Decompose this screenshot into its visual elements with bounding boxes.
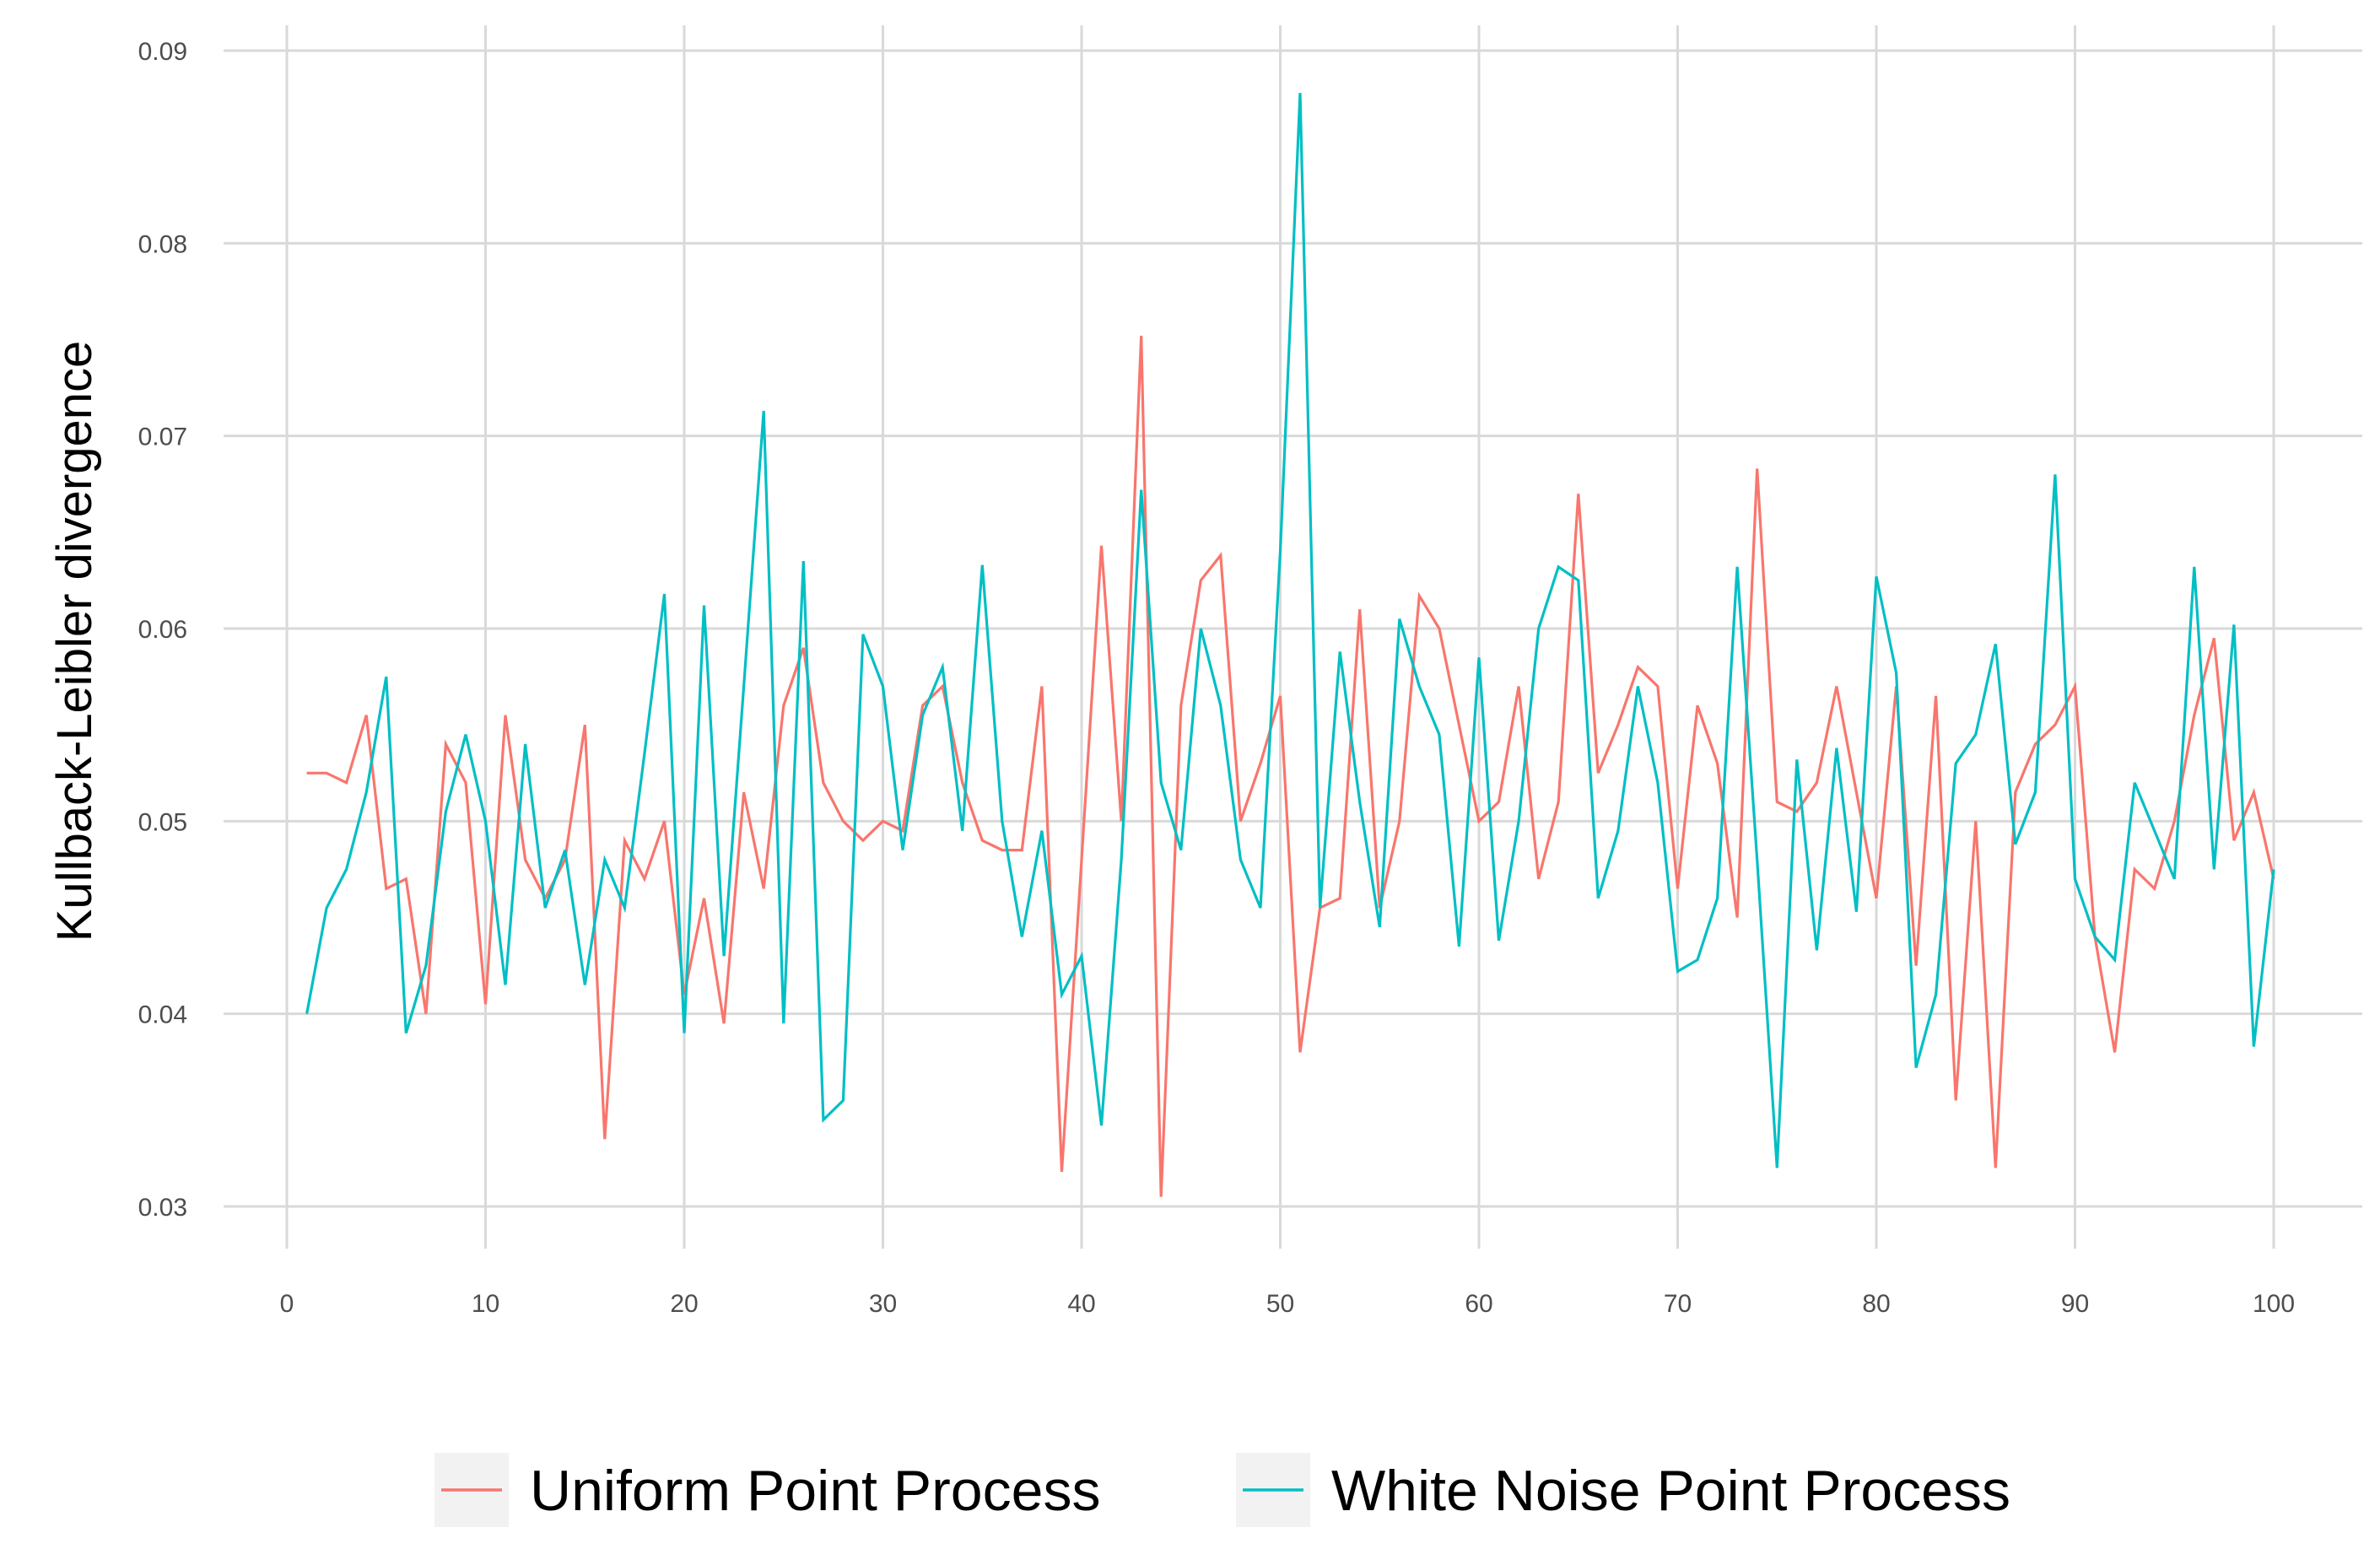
y-axis-label: Kullback-Leibler divergence [47,341,102,942]
x-tick-label: 80 [1862,1290,1890,1318]
x-tick-label: 0 [280,1290,294,1318]
legend-label: White Noise Point Process [1331,1459,2010,1523]
legend-item: Uniform Point Process [434,1453,1100,1527]
y-tick-label: 0.04 [138,1001,187,1029]
x-tick-label: 20 [670,1290,698,1318]
series-line-uniform [306,335,2275,1197]
legend: Uniform Point Process White Noise Point P… [434,1453,2010,1527]
y-tick-label: 0.05 [138,808,187,836]
gridlines [224,25,2362,1249]
y-tick-labels: 0.03 0.04 0.05 0.06 0.07 0.08 0.09 [138,38,187,1222]
y-tick-label: 0.03 [138,1194,187,1222]
y-tick-label: 0.07 [138,424,187,451]
legend-item: White Noise Point Process [1236,1453,2010,1527]
x-tick-label: 90 [2061,1290,2089,1318]
x-tick-label: 50 [1266,1290,1294,1318]
x-tick-label: 100 [2253,1290,2295,1318]
series-line-white-noise [305,93,2275,1168]
legend-label: Uniform Point Process [530,1459,1100,1523]
x-tick-label: 70 [1664,1290,1692,1318]
x-tick-label: 30 [869,1290,897,1318]
y-tick-label: 0.06 [138,616,187,644]
y-tick-label: 0.08 [138,230,187,258]
x-tick-labels: 0 10 20 30 40 50 60 70 80 90 100 [280,1290,2295,1318]
series-lines [305,93,2275,1197]
y-tick-label: 0.09 [138,38,187,66]
x-tick-label: 10 [472,1290,499,1318]
x-tick-label: 60 [1465,1290,1492,1318]
x-tick-label: 40 [1067,1290,1095,1318]
